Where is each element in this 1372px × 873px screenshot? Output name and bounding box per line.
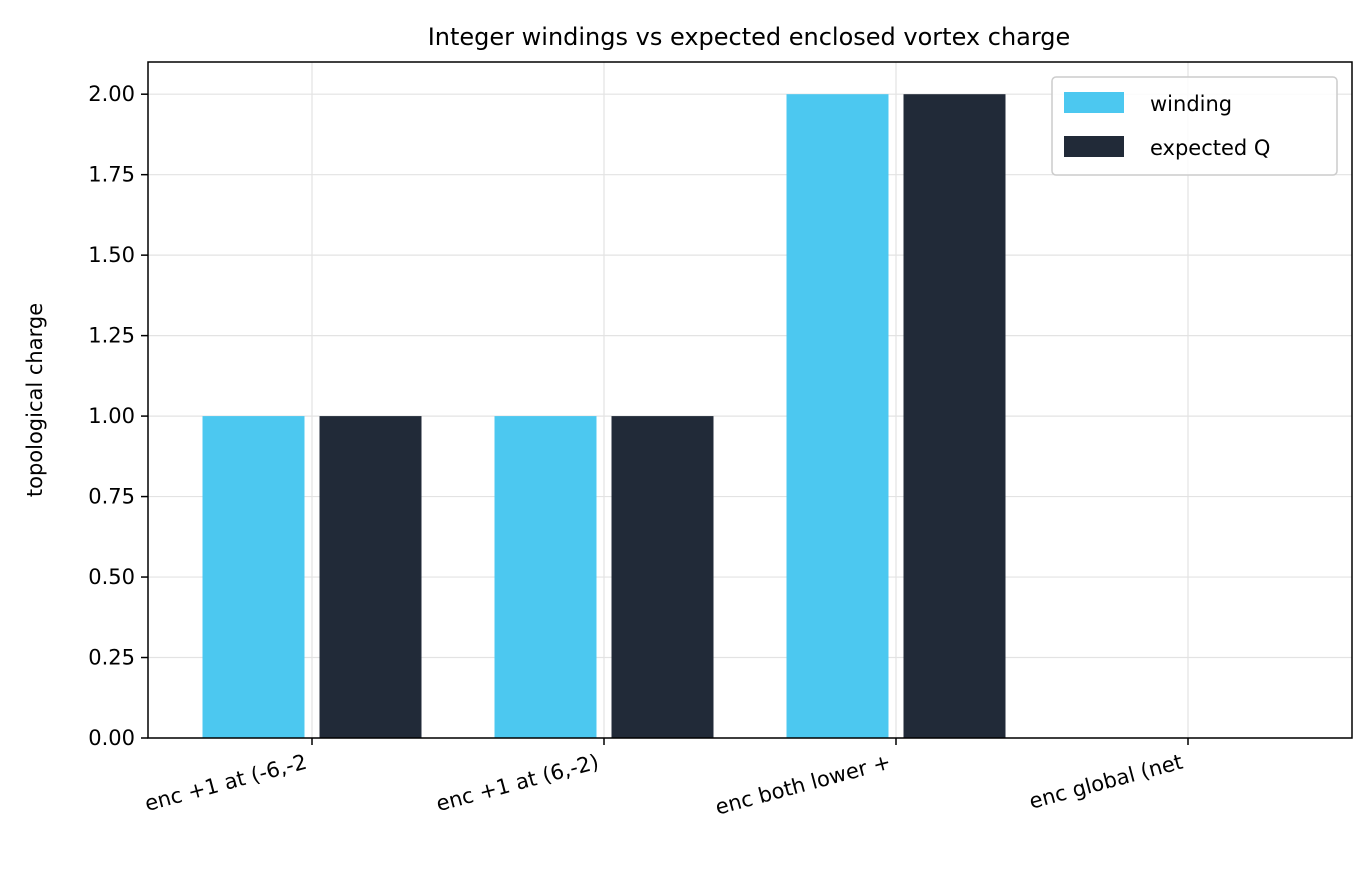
y-tick-label: 0.25 (88, 646, 135, 670)
legend-label-winding: winding (1150, 92, 1232, 116)
y-tick-label: 0.00 (88, 726, 135, 750)
x-tick-label: enc +1 at (6,-2) (434, 750, 602, 816)
x-tick-label: enc global (net (1027, 750, 1186, 814)
y-tick-label: 1.00 (88, 404, 135, 428)
y-tick-label: 1.75 (88, 163, 135, 187)
bars (202, 94, 1006, 738)
bar-expected-q-0 (319, 416, 422, 738)
bar-expected-q-1 (611, 416, 714, 738)
y-tick-label: 2.00 (88, 82, 135, 106)
x-tick-label: enc +1 at (-6,-2 (142, 750, 309, 816)
bar-winding-2 (786, 94, 889, 738)
y-tick-label: 1.25 (88, 324, 135, 348)
y-tick-label: 1.50 (88, 243, 135, 267)
x-axis-ticks: enc +1 at (-6,-2 enc +1 at (6,-2) enc both… (142, 738, 1189, 820)
legend: winding expected Q (1051, 76, 1338, 176)
y-axis-label: topological charge (23, 303, 47, 497)
plot-frame (147, 61, 1353, 739)
y-tick-label: 0.50 (88, 565, 135, 589)
bar-expected-q-2 (903, 94, 1006, 738)
bar-winding-1 (494, 416, 597, 738)
legend-label-expected-q: expected Q (1150, 136, 1270, 160)
legend-swatch-winding (1064, 92, 1124, 113)
x-tick-label: enc both lower + (713, 750, 894, 820)
bar-winding-0 (202, 416, 305, 738)
legend-swatch-expected-q (1064, 136, 1124, 157)
y-axis-ticks: 0.00 0.25 0.50 0.75 1.00 1.25 1.50 1.75 2.00 (88, 82, 148, 750)
y-tick-label: 0.75 (88, 485, 135, 509)
chart-title: Integer windings vs expected enclosed vo… (428, 23, 1071, 51)
